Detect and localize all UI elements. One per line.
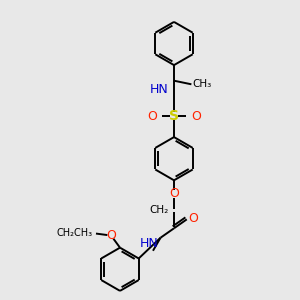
Text: O: O xyxy=(169,187,179,200)
Text: O: O xyxy=(106,229,116,242)
Text: CH₂: CH₂ xyxy=(149,205,169,215)
Text: O: O xyxy=(147,110,157,123)
Text: CH₂CH₃: CH₂CH₃ xyxy=(57,228,93,238)
Text: CH₃: CH₃ xyxy=(193,79,212,89)
Text: S: S xyxy=(169,109,179,123)
Text: O: O xyxy=(189,212,199,225)
Text: HN: HN xyxy=(140,237,159,250)
Text: O: O xyxy=(191,110,201,123)
Text: HN: HN xyxy=(150,83,169,96)
